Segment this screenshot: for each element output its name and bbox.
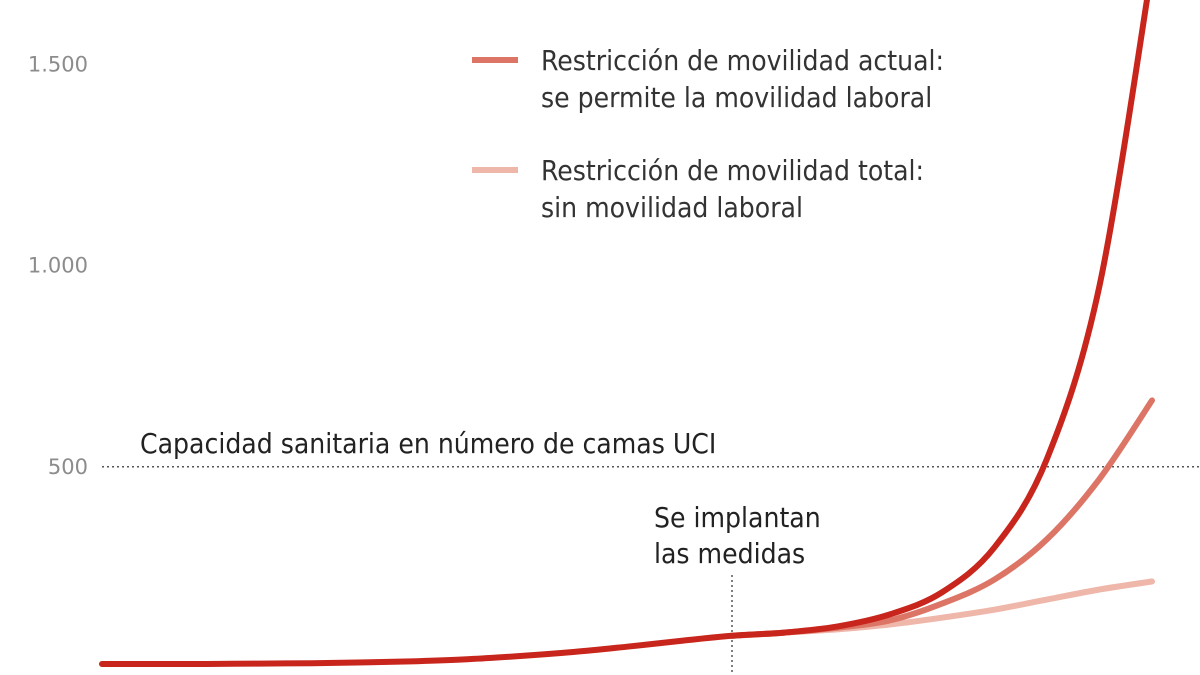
legend-label-total-restriction-line1: Restricción de movilidad total: bbox=[541, 154, 924, 187]
series-line-baseline bbox=[99, 0, 1150, 667]
y-tick-label: 1.500 bbox=[28, 52, 88, 76]
y-tick-label: 1.000 bbox=[28, 254, 88, 278]
y-tick-label: 500 bbox=[48, 455, 88, 479]
series-lines bbox=[99, 0, 1155, 667]
intervention-label-line2: las medidas bbox=[654, 537, 805, 570]
legend: Restricción de movilidad actual: se perm… bbox=[472, 44, 944, 224]
legend-label-current-restriction-line1: Restricción de movilidad actual: bbox=[541, 44, 944, 77]
capacity-label: Capacidad sanitaria en número de camas U… bbox=[140, 427, 716, 460]
legend-label-total-restriction-line2: sin movilidad laboral bbox=[541, 191, 803, 224]
y-axis-ticks: 500 1.000 1.500 bbox=[28, 52, 88, 478]
intervention-label-line1: Se implantan bbox=[654, 501, 821, 534]
legend-label-current-restriction-line2: se permite la movilidad laboral bbox=[541, 81, 932, 114]
